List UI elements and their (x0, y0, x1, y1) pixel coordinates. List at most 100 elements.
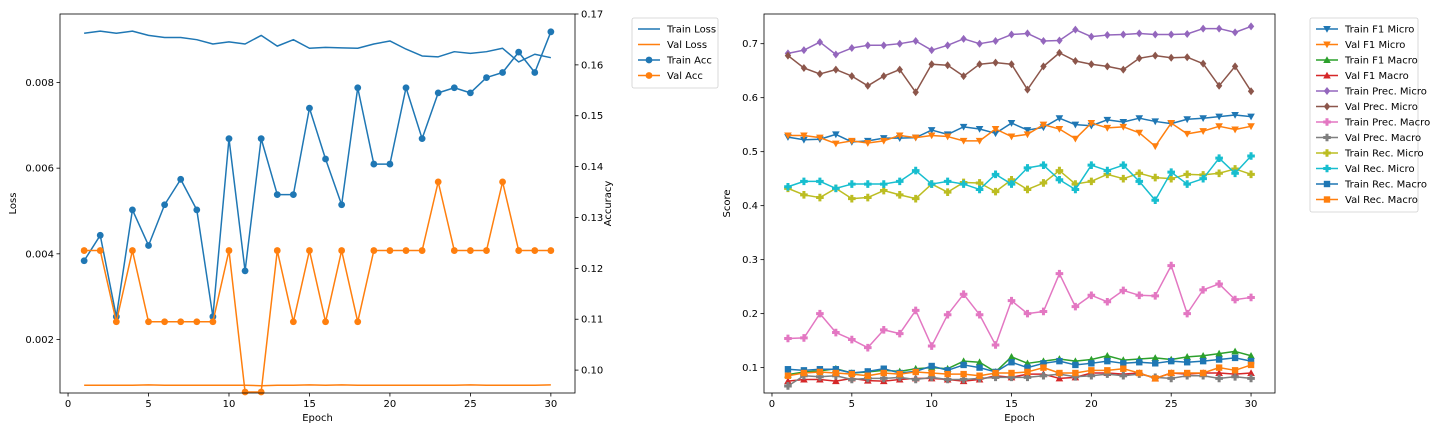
data-point-val-f1-micro (1215, 123, 1223, 131)
y-tick-label: 0.006 (25, 164, 54, 175)
data-point-val-acc (515, 247, 523, 254)
data-point-val-rec-micro (1231, 169, 1239, 178)
data-point-val-f1-micro (1119, 123, 1128, 131)
data-point-train-rec-micro (975, 179, 984, 187)
data-point-val-rec-macro (976, 372, 983, 379)
data-point-val-rec-micro (1183, 180, 1191, 188)
data-point-train-rec-micro (1007, 175, 1016, 184)
data-point-val-rec-macro (1120, 365, 1127, 372)
data-point-val-prec-micro (880, 72, 887, 81)
legend-label: Train F1 Macro (1344, 56, 1418, 67)
legend-label: Train Prec. Macro (1344, 118, 1430, 129)
data-point-val-prec-micro (1168, 53, 1175, 62)
data-point-val-rec-macro (800, 369, 808, 377)
data-point-train-rec-macro (1104, 357, 1111, 365)
series-train-acc (80, 28, 555, 321)
data-point-train-rec-macro (1120, 360, 1127, 367)
data-point-val-f1-micro (1199, 128, 1207, 135)
data-point-val-rec-micro (1119, 161, 1128, 169)
y2-tick-label: 0.13 (581, 213, 603, 224)
data-point-train-prec-macro (1215, 280, 1223, 288)
data-point-val-prec-micro (800, 63, 808, 72)
data-point-val-acc (499, 178, 506, 186)
data-point-val-rec-macro (1152, 375, 1159, 382)
data-point-train-rec-macro (1056, 357, 1063, 365)
legend-marker (1323, 133, 1331, 142)
data-point-val-acc (354, 318, 362, 326)
data-point-val-prec-micro (1199, 59, 1207, 68)
data-point-val-prec-micro (1152, 51, 1159, 60)
x-tick-label: 10 (223, 399, 236, 410)
data-point-val-prec-macro (1167, 374, 1176, 383)
data-point-train-f1-macro (1103, 351, 1112, 359)
data-point-val-prec-micro (928, 60, 935, 69)
data-point-val-prec-micro (1215, 81, 1223, 90)
data-point-train-prec-macro (959, 290, 968, 299)
data-point-train-acc (402, 84, 410, 92)
data-point-train-prec-micro (1040, 36, 1047, 45)
data-point-val-f1-micro (1055, 125, 1064, 133)
legend-marker (1323, 164, 1331, 173)
data-point-train-acc (483, 74, 490, 81)
data-point-val-rec-micro (927, 180, 936, 188)
y-tick-label: 0.008 (25, 78, 54, 89)
legend-marker (1323, 71, 1331, 79)
legend: Train F1 Micro Val F1 Micro Train F1 Macro… (1309, 17, 1430, 213)
data-point-val-rec-micro (959, 180, 968, 188)
data-point-train-rec-macro (1040, 360, 1047, 367)
data-point-val-prec-macro (1087, 371, 1096, 380)
data-point-val-rec-micro (1103, 166, 1112, 175)
data-point-train-rec-macro (1136, 359, 1143, 366)
data-point-val-prec-macro (1039, 371, 1048, 380)
data-point-train-f1-micro (1215, 113, 1223, 121)
data-point-train-f1-macro (1215, 349, 1223, 357)
data-point-val-rec-macro (960, 370, 967, 378)
data-point-val-acc (209, 318, 217, 326)
data-point-train-rec-macro (1168, 357, 1175, 365)
data-point-train-prec-micro (1024, 29, 1031, 38)
y-tick-label: 0.6 (742, 93, 758, 104)
data-point-val-rec-macro (848, 370, 856, 378)
data-point-train-acc (145, 242, 152, 249)
data-point-val-f1-micro (1071, 135, 1080, 143)
data-point-train-acc (273, 191, 281, 198)
data-point-val-f1-micro (927, 132, 936, 140)
data-point-val-acc (338, 247, 346, 254)
data-point-val-f1-micro (832, 140, 840, 148)
data-point-val-rec-macro (816, 368, 824, 376)
y-tick-label: 0.4 (742, 201, 758, 212)
data-point-train-acc (418, 135, 426, 143)
data-point-val-acc (225, 247, 233, 254)
data-point-val-rec-macro (880, 369, 887, 377)
series-train-prec-micro (784, 22, 1255, 59)
data-point-train-prec-macro (800, 334, 808, 342)
data-point-val-rec-micro (943, 177, 952, 186)
data-point-train-prec-macro (943, 310, 952, 319)
data-point-train-rec-micro (879, 186, 888, 195)
data-point-val-rec-micro (1247, 152, 1255, 160)
data-point-train-f1-macro (975, 358, 984, 366)
y2-axis-label: Accuracy (603, 181, 614, 227)
data-point-val-prec-macro (1023, 373, 1032, 382)
data-point-val-prec-macro (895, 373, 904, 382)
data-point-val-acc (273, 247, 281, 254)
data-point-train-prec-macro (975, 310, 984, 319)
data-point-val-acc (370, 247, 378, 254)
data-point-val-rec-micro (895, 177, 904, 186)
data-point-val-prec-micro (816, 69, 824, 78)
legend-marker (1323, 118, 1331, 126)
data-point-train-rec-micro (1167, 174, 1176, 183)
data-point-val-f1-micro (1183, 130, 1191, 138)
data-point-train-prec-macro (895, 329, 904, 338)
data-point-train-acc (370, 160, 378, 168)
x-axis-label: Epoch (1004, 413, 1035, 424)
data-point-train-rec-macro (1199, 357, 1207, 365)
data-point-train-rec-micro (895, 191, 904, 199)
series-val-rec-micro (784, 152, 1255, 205)
data-point-train-prec-macro (991, 341, 1000, 349)
y-tick-label: 0.004 (25, 249, 54, 260)
data-point-val-rec-micro (832, 184, 840, 193)
data-point-val-prec-macro (1247, 374, 1255, 383)
data-point-val-rec-macro (1183, 369, 1191, 377)
data-point-val-rec-micro (1039, 161, 1048, 169)
